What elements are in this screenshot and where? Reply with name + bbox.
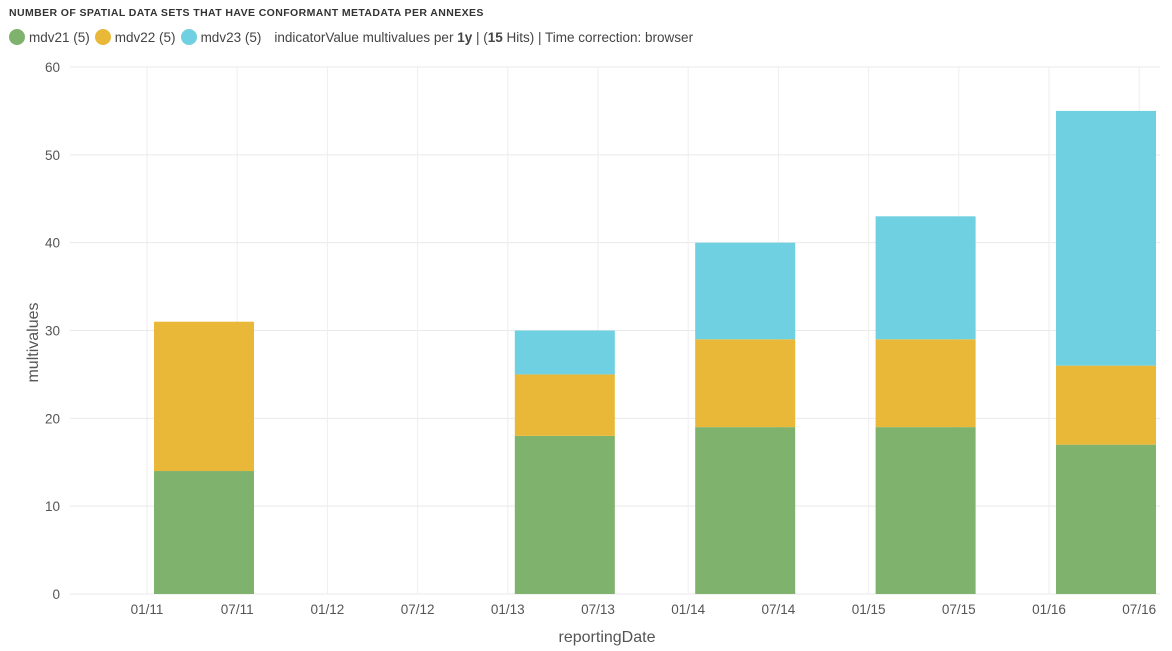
x-tick-label: 01/15 — [852, 602, 886, 617]
legend-label: mdv23 (5) — [200, 29, 262, 45]
legend-item-mdv23[interactable]: mdv23 (5) — [180, 29, 262, 45]
legend-item-mdv21[interactable]: mdv21 (5) — [9, 29, 90, 45]
x-tick-label: 01/14 — [671, 602, 705, 617]
bar-mdv21-2014 — [695, 427, 796, 594]
legend: mdv21 (5) mdv22 (5) mdv23 (5) indicatorV… — [9, 29, 693, 45]
bar-mdv21-2013 — [514, 435, 615, 594]
y-tick-label: 10 — [45, 499, 60, 514]
legend-info-prefix: indicatorValue multivalues per — [274, 29, 458, 45]
legend-info-interval: 1y — [457, 29, 473, 45]
bar-mdv22-2015 — [875, 339, 976, 428]
x-tick-label: 07/15 — [942, 602, 976, 617]
bar-mdv22-2016 — [1056, 365, 1156, 445]
x-tick-label: 07/12 — [401, 602, 435, 617]
x-tick-label: 07/13 — [581, 602, 615, 617]
legend-label: mdv21 (5) — [29, 29, 90, 45]
x-axis-title: reportingDate — [559, 629, 656, 646]
y-tick-label: 40 — [45, 236, 60, 251]
x-tick-label: 07/16 — [1122, 602, 1156, 617]
x-tick-label: 07/11 — [221, 602, 254, 617]
bar-mdv22-2013 — [514, 374, 615, 436]
legend-dot-icon — [94, 29, 111, 45]
legend-dot-icon — [180, 29, 197, 45]
bar-mdv23-2015 — [875, 216, 976, 340]
legend-query-info: indicatorValue multivalues per 1y | (15 … — [274, 30, 693, 45]
panel-title: NUMBER OF SPATIAL DATA SETS THAT HAVE CO… — [9, 7, 484, 19]
legend-info-hits: 15 — [487, 29, 503, 45]
legend-info-middle: | ( — [472, 29, 488, 45]
bar-mdv21-2015 — [875, 427, 976, 594]
y-axis-title: multivalues — [25, 302, 42, 382]
x-tick-label: 01/12 — [311, 602, 345, 617]
bar-mdv21-2011 — [154, 471, 254, 594]
y-tick-label: 60 — [45, 60, 60, 75]
bar-mdv23-2014 — [695, 242, 796, 340]
bar-mdv22-2014 — [695, 339, 796, 428]
legend-label: mdv22 (5) — [114, 29, 176, 45]
y-tick-label: 20 — [45, 411, 60, 426]
legend-item-mdv22[interactable]: mdv22 (5) — [94, 29, 176, 45]
legend-info-suffix: Hits) | Time correction: browser — [502, 29, 694, 45]
bar-mdv23-2016 — [1056, 110, 1156, 366]
y-tick-label: 50 — [45, 148, 60, 163]
legend-dot-icon — [9, 29, 25, 45]
y-tick-label: 0 — [52, 587, 60, 602]
x-tick-label: 01/13 — [491, 602, 525, 617]
y-tick-label: 30 — [45, 324, 60, 339]
x-tick-label: 01/11 — [131, 602, 164, 617]
bar-mdv23-2013 — [514, 330, 615, 375]
bar-mdv21-2016 — [1056, 444, 1156, 594]
x-tick-label: 01/16 — [1032, 602, 1066, 617]
x-tick-label: 07/14 — [762, 602, 796, 617]
bar-mdv22-2011 — [154, 321, 254, 472]
